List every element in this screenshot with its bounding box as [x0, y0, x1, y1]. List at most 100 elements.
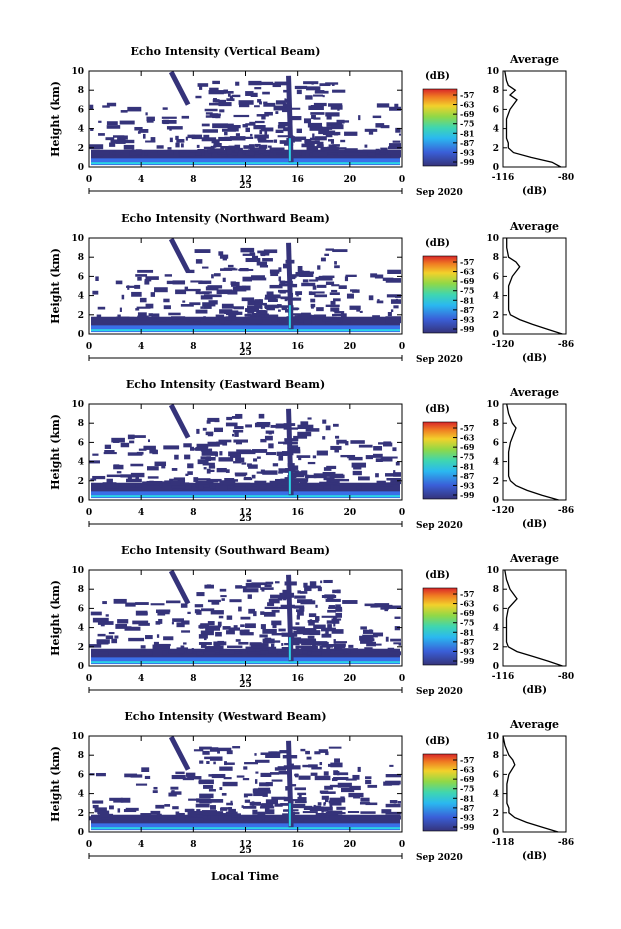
- echo-cell: [270, 643, 275, 648]
- echo-cell: [257, 790, 271, 794]
- colorbar-unit: (dB): [425, 736, 450, 747]
- echo-cell: [360, 797, 370, 802]
- echo-cell: [325, 112, 340, 117]
- echo-cell: [398, 133, 401, 136]
- y-tick-label: 10: [71, 67, 84, 77]
- echo-cell: [106, 478, 113, 484]
- echo-cell: [156, 634, 160, 638]
- echo-cell: [180, 143, 184, 148]
- echo-cell: [309, 279, 319, 282]
- echo-cell: [248, 608, 256, 614]
- echo-cell: [260, 752, 270, 755]
- echo-cell: [208, 102, 224, 106]
- echo-cell: [244, 313, 252, 317]
- echo-cell: [378, 815, 382, 818]
- echo-cell: [227, 126, 239, 132]
- echo-cell: [313, 117, 321, 120]
- x-tick-label: 12: [239, 342, 252, 352]
- echo-cell: [280, 803, 291, 806]
- average-y-tick-label: 2: [493, 477, 499, 487]
- echo-cell: [281, 306, 288, 311]
- average-y-tick-label: 8: [493, 419, 499, 429]
- echo-cell: [381, 809, 392, 814]
- echo-cell: [273, 630, 276, 634]
- echo-cell: [290, 276, 296, 280]
- echo-cell: [294, 315, 301, 320]
- echo-cell: [291, 307, 300, 310]
- echo-cell: [323, 467, 332, 471]
- echo-cell: [344, 276, 349, 282]
- echo-cell: [153, 641, 159, 647]
- echo-cell: [314, 775, 331, 781]
- echo-cell: [307, 619, 319, 623]
- echo-cell: [200, 623, 210, 628]
- echo-cell: [313, 473, 327, 479]
- echo-cell: [274, 478, 291, 483]
- echo-cell: [296, 89, 302, 95]
- echo-cell: [296, 293, 299, 297]
- echo-cell: [186, 269, 195, 274]
- echo-cell: [278, 455, 284, 461]
- echo-cell: [167, 147, 172, 150]
- echo-cell: [241, 297, 255, 302]
- echo-cell: [101, 817, 111, 820]
- echo-cell: [217, 640, 224, 646]
- average-y-tick-label: 10: [486, 234, 499, 244]
- echo-cell: [234, 472, 248, 476]
- echo-cell: [310, 105, 323, 108]
- echo-cell: [205, 431, 214, 436]
- echo-cell: [321, 595, 337, 598]
- echo-cell: [236, 285, 246, 289]
- echo-cell: [133, 319, 137, 324]
- echo-cell: [227, 485, 231, 489]
- echo-cell: [250, 147, 267, 150]
- echo-cell: [199, 760, 204, 764]
- echo-cell: [90, 478, 97, 481]
- echo-cell: [182, 300, 186, 303]
- echo-cell: [226, 750, 233, 755]
- colorbar-tick-label: -99: [460, 157, 475, 167]
- average-y-tick-label: 6: [493, 604, 499, 614]
- echo-cell: [264, 294, 279, 298]
- colorbar-tick-label: -81: [460, 128, 474, 138]
- echo-cell: [228, 808, 236, 814]
- echo-cell: [265, 753, 281, 759]
- echo-cell: [232, 429, 244, 433]
- echo-cell: [216, 289, 233, 295]
- echo-cell: [338, 285, 347, 289]
- echo-cell: [279, 750, 289, 754]
- average-x-axis-label: (dB): [522, 519, 547, 530]
- echo-cell: [245, 91, 254, 96]
- echo-cell: [260, 424, 266, 429]
- echo-cell: [114, 635, 119, 639]
- echo-cell: [224, 146, 231, 151]
- echo-cell: [282, 263, 290, 269]
- echo-cell: [273, 150, 277, 156]
- echo-cell: [203, 134, 210, 139]
- echo-cell: [120, 474, 136, 478]
- echo-cell: [207, 149, 215, 152]
- echo-cell: [262, 258, 273, 262]
- echo-cell: [156, 813, 162, 819]
- echo-cell: [342, 600, 358, 604]
- echo-cell: [211, 601, 220, 605]
- echo-cell: [163, 298, 170, 303]
- echo-cell: [272, 463, 279, 467]
- echo-cell: [277, 135, 294, 138]
- echo-cell: [198, 485, 204, 490]
- echo-cell: [373, 453, 383, 458]
- echo-cell: [313, 102, 327, 107]
- echo-cell: [231, 479, 239, 482]
- x-tick-label: 20: [344, 508, 357, 518]
- echo-cell: [203, 651, 216, 655]
- x-tick-label: 4: [138, 342, 144, 352]
- echo-cell: [235, 474, 246, 477]
- average-y-tick-label: 2: [493, 144, 499, 154]
- average-y-tick-label: 6: [493, 770, 499, 780]
- average-y-tick-label: 0: [493, 828, 499, 838]
- echo-cell: [298, 457, 302, 461]
- echo-cell: [245, 793, 253, 797]
- echo-cell: [260, 127, 274, 132]
- echo-cell: [217, 621, 222, 627]
- echo-cell: [124, 773, 138, 778]
